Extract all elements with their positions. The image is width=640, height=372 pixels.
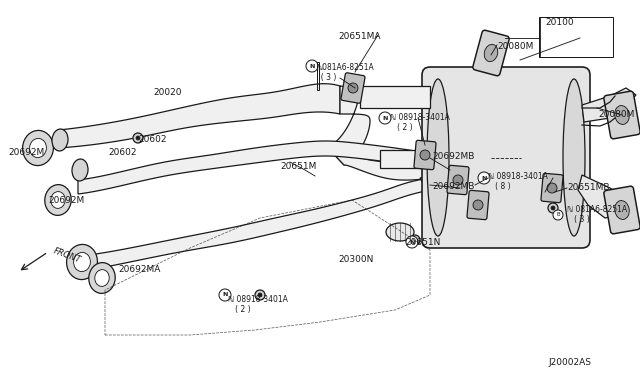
Circle shape <box>453 175 463 185</box>
Text: N: N <box>222 292 228 298</box>
Ellipse shape <box>563 79 585 236</box>
Circle shape <box>413 238 417 242</box>
Text: 20692MB: 20692MB <box>432 182 474 191</box>
Text: 20100: 20100 <box>545 18 573 27</box>
Polygon shape <box>380 150 430 168</box>
Text: ℕ081A6-8251A: ℕ081A6-8251A <box>316 63 374 72</box>
Text: N: N <box>382 115 388 121</box>
Text: 20080M: 20080M <box>497 42 533 51</box>
Polygon shape <box>328 86 370 165</box>
Ellipse shape <box>52 129 68 151</box>
Polygon shape <box>88 178 430 270</box>
Circle shape <box>406 236 418 248</box>
Circle shape <box>548 203 558 213</box>
Polygon shape <box>430 182 496 218</box>
Polygon shape <box>78 141 420 194</box>
Circle shape <box>478 172 490 184</box>
FancyBboxPatch shape <box>604 186 640 234</box>
Ellipse shape <box>95 270 109 286</box>
Polygon shape <box>578 175 626 218</box>
FancyBboxPatch shape <box>541 173 563 203</box>
Ellipse shape <box>29 138 47 158</box>
Text: 20020: 20020 <box>154 88 182 97</box>
Ellipse shape <box>484 44 498 62</box>
Text: 20692MB: 20692MB <box>432 152 474 161</box>
Text: ( 2 ): ( 2 ) <box>228 305 251 314</box>
Text: 20651MB: 20651MB <box>567 183 609 192</box>
Text: 20300N: 20300N <box>338 255 373 264</box>
Circle shape <box>553 210 563 220</box>
Circle shape <box>410 235 420 245</box>
Ellipse shape <box>67 244 97 280</box>
Ellipse shape <box>22 131 53 166</box>
Text: ℕ 08918-3401A: ℕ 08918-3401A <box>390 113 450 122</box>
FancyBboxPatch shape <box>467 190 489 219</box>
Circle shape <box>547 183 557 193</box>
Text: N: N <box>481 176 486 180</box>
Text: ( 2 ): ( 2 ) <box>390 123 413 132</box>
Text: N: N <box>309 64 315 68</box>
Text: 20602: 20602 <box>138 135 166 144</box>
Text: ( 8 ): ( 8 ) <box>488 182 511 191</box>
Circle shape <box>551 206 555 210</box>
Text: 20651N: 20651N <box>405 238 440 247</box>
Text: J20002AS: J20002AS <box>548 358 591 367</box>
Text: N: N <box>410 240 415 244</box>
Ellipse shape <box>89 263 115 294</box>
Text: B: B <box>556 212 560 218</box>
FancyBboxPatch shape <box>604 91 640 139</box>
Ellipse shape <box>51 192 65 208</box>
Ellipse shape <box>615 201 629 219</box>
Circle shape <box>420 150 430 160</box>
Text: 20080M: 20080M <box>598 110 634 119</box>
Ellipse shape <box>74 253 90 272</box>
Polygon shape <box>58 84 340 148</box>
Circle shape <box>219 289 231 301</box>
Circle shape <box>379 112 391 124</box>
Text: ℕ 08918-3401A: ℕ 08918-3401A <box>228 295 288 304</box>
Circle shape <box>136 136 140 140</box>
Circle shape <box>306 60 318 72</box>
Text: 20692M: 20692M <box>48 196 84 205</box>
Ellipse shape <box>615 106 629 125</box>
FancyBboxPatch shape <box>473 30 509 76</box>
Ellipse shape <box>427 79 449 236</box>
Text: ( 3 ): ( 3 ) <box>316 73 337 82</box>
Circle shape <box>473 200 483 210</box>
Circle shape <box>255 290 265 300</box>
Text: ℕ 081A6-8251A: ℕ 081A6-8251A <box>567 205 627 214</box>
Circle shape <box>348 83 358 93</box>
Polygon shape <box>582 88 636 122</box>
FancyBboxPatch shape <box>341 73 365 103</box>
FancyBboxPatch shape <box>414 140 436 170</box>
Polygon shape <box>420 172 490 205</box>
Text: 20651M: 20651M <box>280 162 316 171</box>
Text: 20602: 20602 <box>108 148 136 157</box>
Text: FRONT: FRONT <box>52 247 82 265</box>
Polygon shape <box>328 148 435 180</box>
Text: 20692M: 20692M <box>8 148 44 157</box>
Text: ℕ 08918-3401A: ℕ 08918-3401A <box>488 172 548 181</box>
Text: 20692MA: 20692MA <box>118 265 161 274</box>
FancyBboxPatch shape <box>447 165 469 195</box>
Polygon shape <box>420 150 475 178</box>
Text: 20651MA: 20651MA <box>338 32 381 41</box>
Circle shape <box>133 133 143 143</box>
Polygon shape <box>360 86 430 108</box>
Ellipse shape <box>45 185 71 215</box>
Text: ( 3 ): ( 3 ) <box>567 215 589 224</box>
Circle shape <box>258 293 262 297</box>
Ellipse shape <box>72 159 88 181</box>
FancyBboxPatch shape <box>422 67 590 248</box>
Ellipse shape <box>386 223 414 241</box>
